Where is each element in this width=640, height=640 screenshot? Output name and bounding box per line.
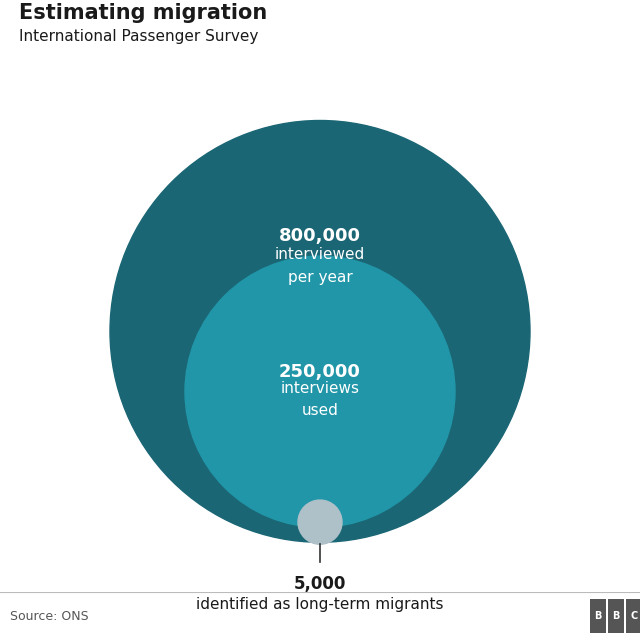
Text: B: B (612, 611, 620, 621)
Text: 250,000: 250,000 (279, 362, 361, 381)
Circle shape (298, 500, 342, 544)
Text: C: C (630, 611, 637, 621)
Text: Estimating migration: Estimating migration (19, 3, 268, 23)
Bar (626, 599, 640, 633)
Text: interviews
used: interviews used (280, 381, 360, 419)
Text: interviewed
per year: interviewed per year (275, 248, 365, 285)
Text: 800,000: 800,000 (279, 227, 361, 245)
Circle shape (185, 256, 455, 527)
Bar (590, 599, 606, 633)
Text: Source: ONS: Source: ONS (10, 609, 88, 623)
Text: B: B (595, 611, 602, 621)
Text: identified as long-term migrants: identified as long-term migrants (196, 597, 444, 612)
Circle shape (110, 120, 530, 542)
Bar (608, 599, 624, 633)
Text: International Passenger Survey: International Passenger Survey (19, 29, 259, 44)
Text: 5,000: 5,000 (294, 575, 346, 593)
